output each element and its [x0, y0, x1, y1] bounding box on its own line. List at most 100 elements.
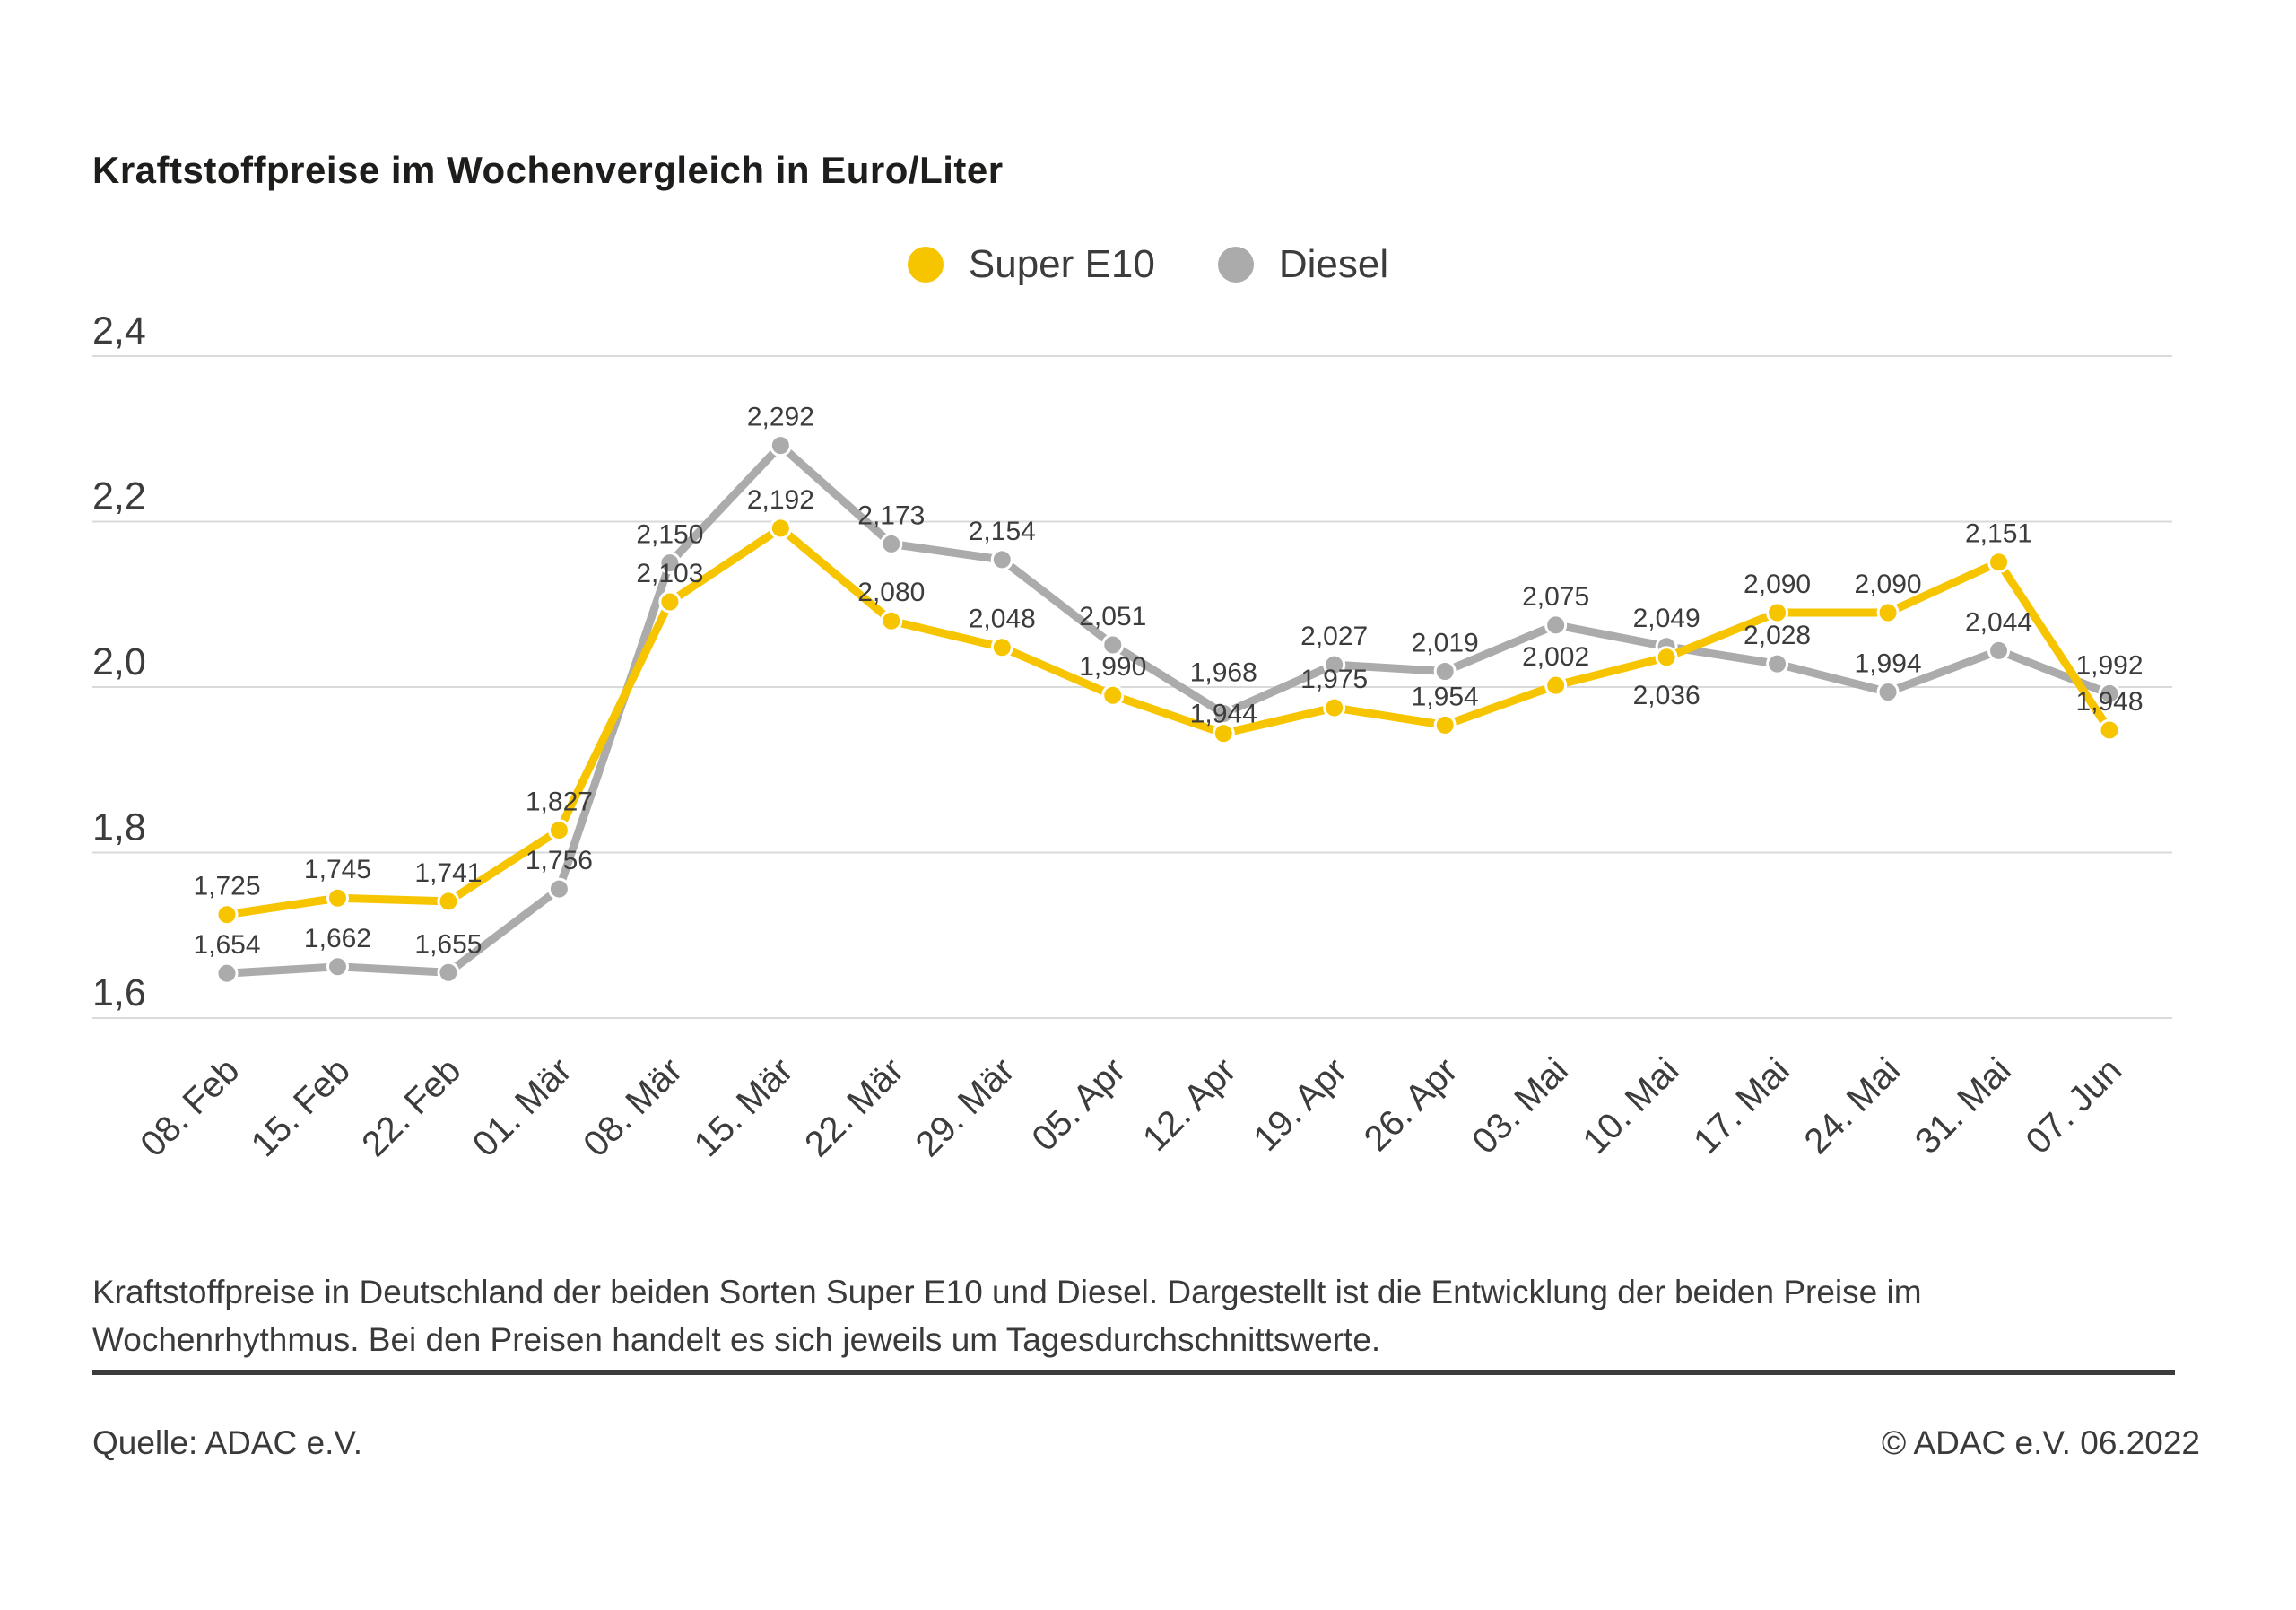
x-axis-tick-label: 22. Mär [797, 1050, 911, 1164]
data-label-diesel: 2,292 [747, 403, 814, 432]
data-point-diesel [326, 955, 349, 979]
data-label-super_e10: 2,080 [857, 578, 925, 607]
data-label-diesel: 2,075 [1522, 582, 1589, 612]
series-line-diesel [222, 441, 2114, 978]
x-axis-tick-label: 29. Mär [909, 1050, 1022, 1164]
data-point-super_e10 [990, 636, 1013, 659]
data-label-super_e10: 2,090 [1855, 570, 1922, 599]
x-axis-tick-label: 15. Feb [244, 1050, 358, 1164]
data-point-diesel [2098, 682, 2121, 705]
data-point-diesel [880, 532, 903, 555]
divider-rule [92, 1370, 2175, 1375]
data-point-super_e10 [1544, 674, 1568, 697]
data-point-diesel [769, 434, 792, 457]
data-label-diesel: 2,027 [1300, 622, 1368, 651]
source-row: Quelle: ADAC e.V. © ADAC e.V. 06.2022 [92, 1424, 2200, 1462]
data-label-diesel: 1,662 [304, 924, 371, 953]
data-point-super_e10 [1655, 646, 1678, 669]
data-label-super_e10: 1,944 [1190, 700, 1257, 729]
data-label-super_e10: 2,048 [969, 605, 1036, 634]
data-label-super_e10: 2,036 [1633, 681, 1700, 710]
data-label-diesel: 1,655 [414, 929, 482, 959]
legend-marker-diesel-icon [1217, 247, 1254, 283]
data-point-diesel [658, 552, 682, 575]
data-point-diesel [1544, 614, 1568, 637]
data-point-super_e10 [1101, 683, 1125, 707]
data-label-diesel: 2,028 [1744, 621, 1811, 650]
data-point-diesel [1433, 659, 1457, 683]
x-axis-tick-label: 12. Apr [1135, 1050, 1244, 1159]
data-point-diesel [1876, 681, 1900, 704]
data-label-super_e10: 2,192 [747, 485, 814, 515]
data-label-diesel: 2,044 [1965, 607, 2032, 637]
y-axis-tick-label: 2,2 [92, 475, 146, 518]
data-point-super_e10 [1766, 601, 1789, 624]
x-axis-tick-label: 05. Apr [1024, 1050, 1133, 1159]
x-axis-tick-label: 15. Mär [687, 1050, 801, 1164]
x-axis-tick-label: 17. Mai [1686, 1050, 1797, 1162]
legend-label-diesel: Diesel [1278, 242, 1389, 286]
x-axis-tick-label: 08. Feb [133, 1050, 247, 1164]
x-axis-tick-label: 08. Mär [576, 1050, 690, 1164]
chart-legend: Super E10 Diesel [0, 242, 2296, 287]
data-point-super_e10 [437, 890, 460, 913]
x-axis-tick-label: 19. Apr [1246, 1050, 1354, 1159]
data-point-diesel [990, 548, 1013, 571]
data-point-diesel [1101, 633, 1125, 657]
data-label-diesel: 1,992 [2075, 650, 2143, 680]
data-label-diesel: 2,049 [1633, 604, 1700, 633]
chart-description: Kraftstoffpreise in Deutschland der beid… [92, 1274, 1922, 1358]
data-label-super_e10: 2,002 [1522, 642, 1589, 672]
data-point-super_e10 [880, 609, 903, 632]
data-label-super_e10: 2,090 [1744, 570, 1811, 599]
data-label-super_e10: 1,990 [1079, 652, 1146, 682]
data-point-super_e10 [326, 886, 349, 909]
x-axis-tick-label: 01. Mär [465, 1050, 579, 1164]
x-axis-tick-label: 07. Jun [2018, 1050, 2129, 1162]
source-text: Quelle: ADAC e.V. [92, 1424, 362, 1461]
copyright-text: © ADAC e.V. 06.2022 [1881, 1424, 2200, 1461]
data-label-super_e10: 1,745 [304, 855, 371, 884]
data-label-diesel: 2,173 [857, 500, 925, 530]
data-point-diesel [215, 962, 239, 985]
data-label-diesel: 1,994 [1855, 649, 1922, 679]
data-point-super_e10 [1433, 713, 1457, 736]
legend-label-super-e10: Super E10 [968, 242, 1155, 286]
data-point-diesel [437, 961, 460, 984]
data-label-diesel: 2,154 [969, 517, 1036, 546]
y-axis-tick-label: 1,6 [92, 971, 146, 1014]
data-label-super_e10: 2,103 [636, 559, 703, 588]
y-axis-tick-label: 1,8 [92, 806, 146, 849]
data-label-super_e10: 1,975 [1300, 665, 1368, 694]
data-label-diesel: 1,756 [526, 846, 593, 875]
data-label-super_e10: 1,725 [193, 872, 260, 901]
x-axis-tick-label: 03. Mai [1465, 1050, 1576, 1162]
series-line-super_e10 [222, 524, 2114, 919]
data-point-super_e10 [2098, 718, 2121, 742]
legend-marker-super-e10-icon [907, 247, 944, 283]
data-point-super_e10 [658, 590, 682, 614]
data-label-super_e10: 1,948 [2075, 687, 2143, 717]
data-label-super_e10: 1,741 [414, 858, 482, 888]
x-axis-tick-label: 22. Feb [354, 1050, 468, 1164]
data-point-super_e10 [1323, 696, 1346, 719]
data-point-super_e10 [215, 903, 239, 927]
legend-item-super-e10: Super E10 [907, 242, 1155, 287]
chart-title: Kraftstoffpreise im Wochenvergleich in E… [92, 149, 1004, 192]
data-label-diesel: 2,150 [636, 520, 703, 550]
data-point-diesel [1323, 653, 1346, 676]
legend-item-diesel: Diesel [1217, 242, 1389, 287]
data-label-diesel: 1,968 [1190, 658, 1257, 688]
data-point-diesel [1766, 652, 1789, 675]
data-point-diesel [547, 877, 570, 901]
data-label-diesel: 1,654 [193, 930, 260, 960]
data-point-super_e10 [1987, 551, 2011, 574]
data-point-super_e10 [769, 517, 792, 540]
y-axis-tick-label: 2,4 [92, 309, 146, 352]
data-point-diesel [1987, 639, 2011, 662]
data-point-super_e10 [547, 819, 570, 842]
x-axis-tick-label: 26. Apr [1357, 1050, 1465, 1159]
data-point-super_e10 [1876, 601, 1900, 624]
